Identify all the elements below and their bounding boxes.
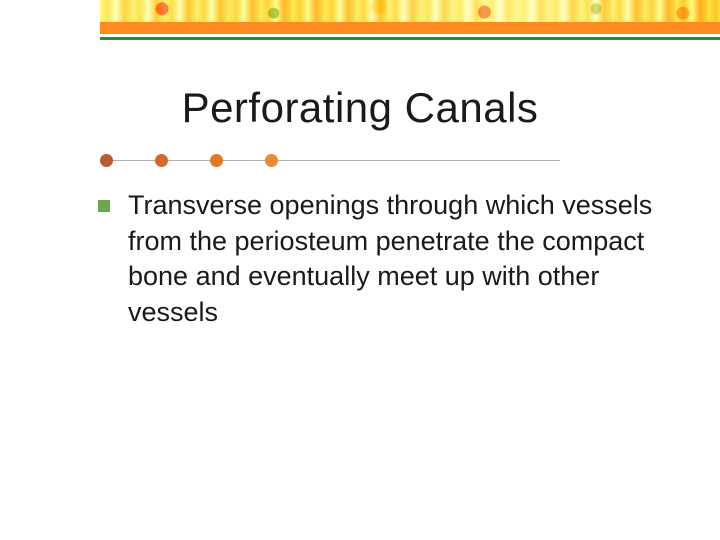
top-banner: [0, 0, 720, 40]
divider-dots: [100, 154, 278, 167]
title-divider: [0, 154, 720, 168]
banner-main: [100, 0, 720, 40]
divider-dot-icon: [265, 154, 278, 167]
bullet-text: Transverse openings through which vessel…: [128, 188, 660, 331]
banner-left-spacer: [0, 0, 100, 40]
banner-orange-bar: [100, 22, 720, 34]
title-container: Perforating Canals: [0, 84, 720, 132]
bullet-square-icon: [98, 200, 110, 212]
divider-dot-icon: [210, 154, 223, 167]
slide-title: Perforating Canals: [0, 84, 720, 132]
divider-dot-icon: [100, 154, 113, 167]
divider-dot-icon: [155, 154, 168, 167]
bullet-item: Transverse openings through which vessel…: [98, 188, 660, 331]
banner-texture-strip: [100, 0, 720, 22]
body-content: Transverse openings through which vessel…: [0, 188, 720, 331]
banner-green-bar: [100, 37, 720, 40]
